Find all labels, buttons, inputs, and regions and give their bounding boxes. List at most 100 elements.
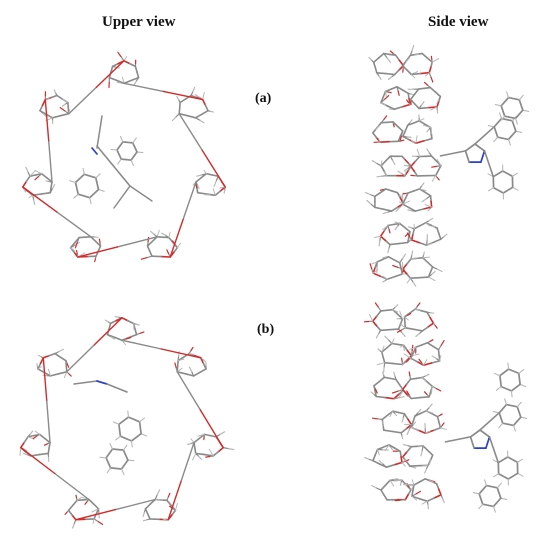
bond [386, 342, 393, 349]
bond [417, 87, 426, 90]
bond [396, 222, 401, 228]
bond [487, 125, 495, 128]
bond [426, 243, 433, 246]
bond [427, 273, 433, 278]
bond [385, 464, 396, 468]
bond [399, 344, 405, 348]
bond [424, 204, 433, 208]
bond [74, 242, 78, 249]
bond [401, 103, 411, 108]
bond [135, 76, 140, 82]
bond [394, 375, 397, 381]
bond [406, 165, 412, 170]
bond [434, 325, 438, 329]
bond [401, 89, 410, 95]
bond [176, 367, 183, 373]
bond [401, 155, 406, 161]
bond [381, 345, 385, 353]
bond [182, 352, 190, 358]
bond [162, 90, 204, 101]
bond [139, 331, 145, 334]
bond [426, 148, 430, 154]
bond [430, 385, 433, 395]
bond [420, 341, 429, 346]
bond [382, 90, 387, 98]
bond [426, 500, 429, 506]
bond [380, 98, 386, 104]
bond [384, 171, 388, 177]
bond [406, 445, 413, 453]
bond [399, 482, 402, 486]
bond [376, 418, 383, 421]
bond [178, 107, 181, 115]
bond [479, 412, 500, 431]
bond [190, 346, 194, 352]
bond [440, 339, 445, 346]
bond [409, 98, 416, 105]
bond [88, 188, 100, 199]
bond [75, 508, 117, 521]
bond [496, 486, 502, 500]
bond [510, 383, 521, 392]
bond [515, 130, 523, 133]
bond [67, 509, 73, 516]
bond [109, 319, 118, 325]
bond [187, 443, 192, 446]
bond [154, 494, 158, 501]
bond [418, 118, 425, 122]
bond [401, 332, 406, 338]
bond [122, 449, 129, 461]
bond [188, 353, 194, 355]
bond [176, 242, 181, 249]
bond [375, 487, 382, 491]
bond [209, 448, 214, 457]
bond [36, 363, 39, 367]
bond [378, 75, 382, 80]
bond [387, 256, 395, 261]
bond [393, 461, 403, 466]
bond [426, 341, 434, 348]
bond [134, 65, 138, 73]
bond [150, 230, 155, 235]
bond [391, 390, 399, 394]
bond [364, 457, 370, 460]
bond [444, 436, 472, 443]
bond [380, 160, 383, 167]
bond [400, 327, 406, 331]
bond [419, 410, 428, 415]
bond [197, 455, 202, 460]
bond [222, 447, 230, 450]
bond [186, 114, 197, 119]
bond [384, 335, 390, 341]
bond [405, 272, 412, 279]
bond [410, 254, 413, 260]
bond [188, 366, 193, 373]
bond [406, 429, 410, 436]
bond [410, 257, 419, 260]
bond [480, 150, 486, 163]
bond [372, 454, 377, 462]
bond [42, 112, 47, 118]
bond [373, 385, 377, 391]
bond [112, 421, 120, 425]
bond [110, 336, 116, 340]
bond [123, 79, 133, 85]
bond [499, 368, 510, 377]
bond [427, 504, 430, 510]
bond [120, 158, 132, 161]
bond [410, 210, 416, 212]
bond [514, 109, 524, 120]
bond [73, 380, 98, 385]
bond [393, 478, 399, 481]
bond [485, 436, 491, 449]
bond [177, 358, 185, 362]
bond [406, 69, 413, 76]
bond [161, 232, 166, 236]
bond [212, 188, 216, 196]
bond [48, 140, 53, 183]
bond [106, 383, 128, 393]
bond [418, 104, 423, 110]
bond [384, 444, 390, 452]
bond [171, 116, 177, 122]
bond [372, 57, 380, 64]
